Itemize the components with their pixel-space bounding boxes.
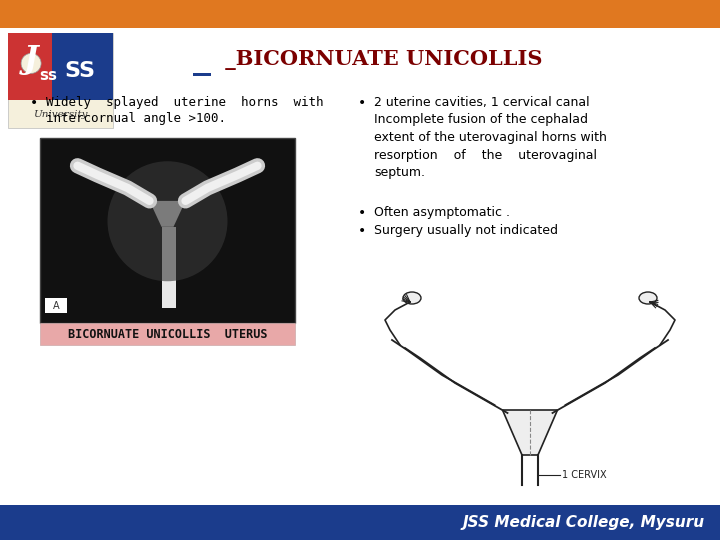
- Text: SS: SS: [64, 61, 95, 81]
- Ellipse shape: [403, 292, 421, 304]
- Text: Often asymptomatic .: Often asymptomatic .: [374, 206, 510, 219]
- Bar: [8, 33, 113, 128]
- Circle shape: [107, 161, 228, 281]
- Bar: [8, 33, 113, 99]
- Bar: [45, 298, 67, 313]
- Polygon shape: [150, 201, 186, 227]
- Text: BICORNUATE UNICOLLIS  UTERUS: BICORNUATE UNICOLLIS UTERUS: [68, 327, 267, 341]
- Text: Surgery usually not indicated: Surgery usually not indicated: [374, 224, 558, 237]
- Bar: [0, 505, 720, 540]
- Text: 2 uterine cavities, 1 cervical canal
Incomplete fusion of the cephalad
extent of: 2 uterine cavities, 1 cervical canal Inc…: [374, 96, 607, 179]
- Bar: [40, 138, 295, 323]
- Text: A: A: [53, 301, 59, 311]
- Text: •: •: [358, 224, 366, 238]
- Text: Widely  splayed  uterine  horns  with: Widely splayed uterine horns with: [46, 96, 323, 109]
- Text: 1 CERVIX: 1 CERVIX: [562, 470, 607, 480]
- Bar: [40, 323, 295, 345]
- Text: •: •: [358, 96, 366, 110]
- Text: •: •: [30, 96, 38, 110]
- Bar: [161, 227, 176, 308]
- Text: intercornual angle >100.: intercornual angle >100.: [46, 112, 226, 125]
- Text: _BICORNUATE UNICOLLIS: _BICORNUATE UNICOLLIS: [217, 50, 542, 70]
- Bar: [0, 0, 720, 28]
- Bar: [52, 33, 113, 99]
- Polygon shape: [503, 410, 557, 455]
- Circle shape: [21, 53, 41, 73]
- Text: •: •: [358, 206, 366, 220]
- Text: ss: ss: [39, 68, 57, 83]
- Ellipse shape: [639, 292, 657, 304]
- Text: JSS Medical College, Mysuru: JSS Medical College, Mysuru: [463, 515, 705, 530]
- Text: University: University: [33, 110, 88, 119]
- Text: J: J: [24, 44, 38, 75]
- Bar: [193, 73, 211, 76]
